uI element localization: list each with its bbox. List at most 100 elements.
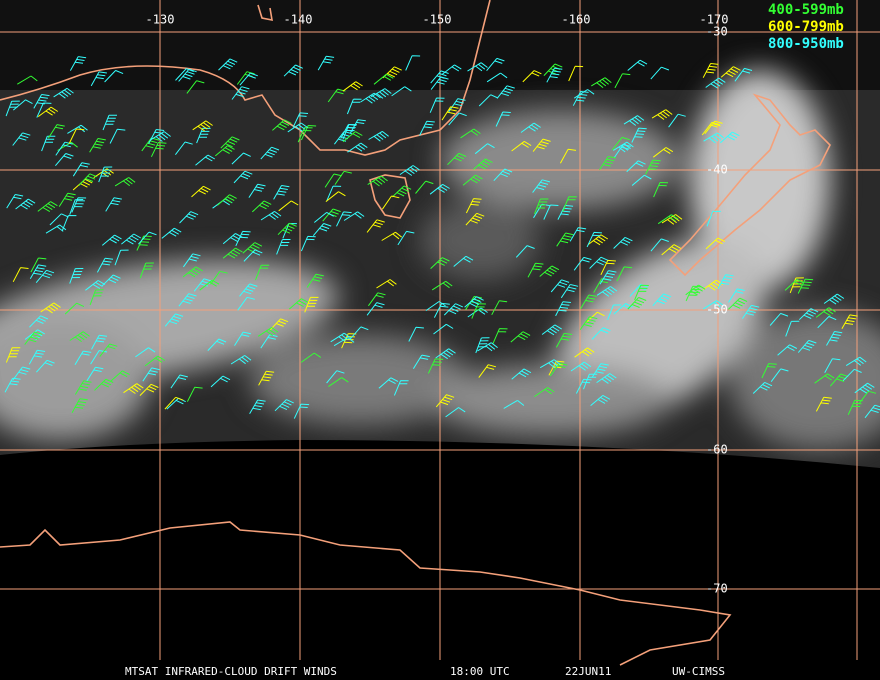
wind-barb: [430, 76, 449, 90]
wind-barb: [110, 370, 130, 382]
wind-barb: [29, 264, 47, 279]
wind-barb: [182, 253, 201, 268]
wind-barb: [702, 300, 724, 310]
wind-barb: [467, 62, 488, 72]
wind-barb: [178, 68, 197, 82]
wind-barb: [287, 122, 308, 133]
wind-barb: [430, 257, 450, 269]
wind-barb: [300, 352, 322, 363]
longitude-label: -160: [562, 13, 591, 27]
wind-barb: [626, 160, 646, 173]
wind-barb: [784, 279, 805, 291]
wind-barb: [464, 296, 484, 308]
wind-barb: [408, 326, 424, 342]
wind-barb: [6, 194, 24, 209]
wind-barb: [541, 324, 562, 336]
longitude-label: -170: [700, 13, 729, 27]
wind-barb: [573, 89, 595, 99]
wind-barb: [260, 210, 282, 221]
wind-barb: [599, 156, 617, 171]
wind-barb: [101, 274, 121, 287]
wind-barb: [218, 58, 238, 71]
wind-barb: [71, 398, 88, 414]
wind-barb: [251, 200, 272, 213]
wind-barb: [706, 210, 721, 227]
wind-barb: [96, 257, 114, 273]
wind-barb: [797, 339, 817, 353]
wind-barb: [274, 399, 294, 412]
wind-barb: [511, 368, 532, 380]
wind-barb: [596, 373, 617, 384]
wind-barb: [368, 130, 389, 142]
wind-barb: [210, 270, 228, 285]
wind-barb: [139, 383, 159, 396]
wind-barb: [269, 318, 289, 331]
wind-barb: [430, 70, 449, 84]
wind-barb: [596, 286, 618, 297]
wind-barb: [393, 380, 409, 396]
wind-barb: [702, 63, 719, 78]
wind-barb: [435, 348, 456, 360]
wind-barb: [752, 381, 773, 394]
wind-barb: [854, 382, 875, 394]
wind-barb: [90, 350, 108, 365]
wind-barb: [631, 127, 647, 143]
wind-barb: [645, 159, 661, 175]
wind-barb: [661, 244, 682, 256]
wind-barb: [761, 363, 777, 379]
wind-barb: [703, 132, 724, 144]
wind-barb: [12, 99, 33, 111]
wind-barbs: [4, 55, 880, 419]
wind-barb: [276, 239, 291, 255]
wind-barb: [249, 399, 266, 415]
wind-barb: [583, 373, 598, 390]
wind-barb: [510, 331, 531, 343]
wind-barb: [313, 211, 334, 223]
wind-barb: [668, 113, 686, 128]
wind-barb: [532, 179, 551, 193]
wind-barb: [58, 192, 76, 207]
wind-barb: [195, 154, 216, 166]
wind-barb: [496, 85, 515, 99]
wind-barb: [587, 234, 609, 246]
wind-barb: [342, 131, 363, 143]
wind-barb: [300, 235, 316, 252]
wind-barb: [366, 302, 385, 316]
wind-barb: [815, 307, 836, 318]
footer-text: 22JUN11: [565, 665, 611, 678]
wind-barb: [627, 297, 647, 310]
wind-barb: [330, 332, 351, 343]
wind-barb: [72, 162, 90, 177]
wind-barb: [342, 124, 357, 140]
wind-barb: [175, 141, 193, 156]
wind-barb: [492, 328, 508, 344]
wind-barb: [322, 208, 341, 222]
wind-barb: [15, 198, 36, 210]
wind-barb: [532, 138, 551, 152]
wind-barb: [616, 266, 633, 282]
wind-barb: [74, 350, 92, 366]
wind-barb: [591, 327, 611, 340]
coastlines: [0, 0, 831, 666]
wind-barb: [611, 136, 630, 151]
wind-barb: [161, 227, 182, 239]
wind-barb: [222, 233, 243, 245]
wind-barb: [495, 111, 511, 127]
wind-barb: [74, 380, 92, 395]
wind-barb: [486, 57, 505, 72]
wind-barb: [293, 403, 310, 419]
wind-barb: [86, 366, 104, 382]
wind-barb: [12, 366, 31, 381]
wind-barb: [478, 364, 497, 378]
wind-barb: [397, 230, 415, 246]
wind-barb: [278, 200, 299, 212]
wind-barb: [258, 370, 275, 386]
wind-barb: [705, 77, 726, 89]
wind-barb: [600, 259, 616, 276]
wind-barb: [777, 344, 798, 356]
wind-barb: [217, 194, 237, 206]
wind-barb: [101, 234, 122, 246]
wind-barb: [534, 198, 549, 215]
wind-barb: [590, 394, 611, 406]
wind-barb: [230, 355, 252, 365]
